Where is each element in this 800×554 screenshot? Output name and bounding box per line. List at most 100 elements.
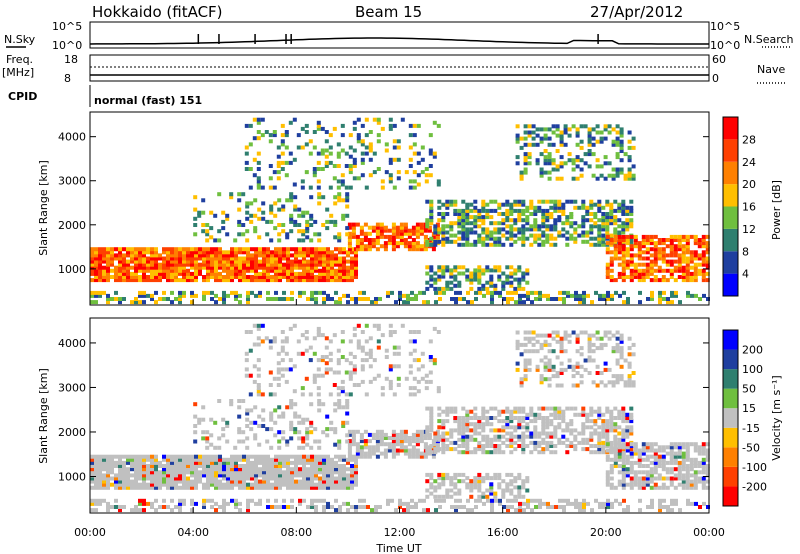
- velocity-cell-2341: [527, 349, 532, 354]
- velocity-cell-491: [282, 460, 286, 465]
- power-cell-2378: [551, 167, 556, 172]
- velocity-cell-1217: [485, 450, 490, 455]
- velocity-cell-249: [186, 464, 190, 468]
- velocity-cell-2363: [543, 364, 548, 369]
- velocity-cell-1670: [649, 454, 654, 459]
- power-cell-1019: [399, 238, 404, 242]
- velocity-cell-1983: [245, 424, 250, 428]
- velocity-cell-442: [262, 454, 266, 459]
- power-cell-1133: [449, 233, 454, 238]
- power-cell-97: [126, 253, 130, 258]
- velocity-cell-1030: [403, 432, 408, 437]
- power-cell-642: [342, 259, 346, 264]
- power-cell-2070: [333, 223, 338, 227]
- velocity-cell-1537: [625, 412, 630, 417]
- velocity-cell-1855: [449, 488, 454, 493]
- velocity-cell-403: [250, 485, 254, 490]
- power-cell-1716: [669, 259, 674, 264]
- velocity-cell-612: [330, 470, 334, 475]
- power-cell-2152: [296, 133, 301, 138]
- velocity-cell-1143: [453, 416, 458, 420]
- velocity-cell-40: [102, 457, 106, 462]
- power-cell-366: [234, 265, 238, 270]
- velocity-cell-209: [170, 457, 174, 462]
- power-cell-1254: [501, 221, 506, 226]
- power-cell-288: [202, 253, 206, 258]
- power-cell-2089: [345, 192, 350, 197]
- velocity-cell-1503: [613, 434, 618, 439]
- velocity-cell-664: [354, 482, 358, 487]
- velocity-cell-971: [367, 445, 372, 450]
- velocity-cell-2085: [345, 420, 350, 425]
- power-cell-197: [166, 253, 170, 258]
- velocity-cell-1615: [629, 464, 634, 468]
- power-cell-665: [354, 271, 358, 276]
- power-cell-2222: [352, 126, 357, 131]
- velocity-cell-1654: [645, 476, 650, 481]
- power-cell-124: [138, 262, 142, 267]
- power-cell-1311: [525, 215, 530, 220]
- velocity-cell-1777: [689, 467, 694, 472]
- velocity-cell-842: [494, 498, 498, 503]
- power-colorbar-swatch-5: [723, 161, 738, 185]
- velocity-cell-883: [574, 498, 578, 503]
- power-cell-850: [510, 290, 514, 295]
- power-cell-1663: [649, 278, 654, 283]
- velocity-cell-776: [326, 505, 330, 509]
- power-cell-1997: [261, 216, 266, 221]
- velocity-cell-594: [322, 457, 326, 462]
- velocity-cell-739: [234, 501, 238, 506]
- power-cell-1949: [201, 210, 206, 215]
- velocity-cell-353: [230, 482, 234, 487]
- velocity-cell-1300: [521, 434, 526, 439]
- velocity-cell-1698: [661, 467, 666, 472]
- power-cell-815: [422, 300, 426, 305]
- velocity-cell-1057: [419, 432, 424, 437]
- velocity-cell-2250: [376, 373, 381, 378]
- power-cell-2150: [292, 117, 297, 122]
- power-cell-273: [194, 247, 198, 252]
- velocity-cell-2031: [293, 414, 298, 419]
- power-cell-92: [126, 271, 130, 276]
- velocity-cell-824: [454, 508, 458, 513]
- power-cell-1243: [497, 239, 502, 244]
- velocity-cell-1573: [613, 445, 618, 450]
- power-cell-777: [326, 293, 330, 298]
- power-cell-986: [375, 222, 380, 227]
- power-cell-2046: [305, 226, 310, 231]
- velocity-cell-949: [355, 454, 360, 459]
- power-cell-1154: [457, 208, 462, 213]
- power-cell-886: [578, 293, 582, 298]
- velocity-cell-1844: [441, 494, 446, 499]
- power-cell-34: [102, 271, 106, 276]
- velocity-cell-1403: [569, 440, 574, 445]
- power-cell-1187: [473, 242, 478, 247]
- power-cell-1581: [617, 244, 622, 249]
- velocity-cell-1327: [533, 428, 538, 433]
- power-cell-2318: [515, 155, 520, 160]
- power-cell-2284: [408, 157, 413, 162]
- velocity-cell-1798: [697, 460, 702, 465]
- velocity-cell-1846: [441, 479, 446, 484]
- power-cell-1097: [429, 208, 434, 213]
- velocity-cell-2160: [304, 330, 309, 334]
- velocity-cell-2340: [527, 358, 532, 363]
- power-cell-2487: [619, 142, 624, 147]
- velocity-cell-180: [162, 482, 166, 487]
- velocity-cell-2139: [280, 330, 285, 334]
- velocity-cell-1131: [445, 406, 450, 411]
- power-cell-1455: [597, 236, 602, 241]
- velocity-cell-1058: [419, 429, 424, 434]
- power-cell-64: [114, 268, 118, 273]
- velocity-cell-443: [266, 485, 270, 490]
- power-cell-2032: [293, 204, 298, 209]
- velocity-cell-237: [182, 470, 186, 475]
- power-cell-1359: [545, 208, 550, 213]
- velocity-cell-2391: [559, 383, 564, 388]
- power-cell-2320: [515, 136, 520, 141]
- velocity-cell-1360: [545, 406, 550, 411]
- velocity-cell-1288: [517, 434, 522, 439]
- power-cell-1325: [533, 227, 538, 232]
- power-cell-302: [210, 275, 214, 279]
- velocity-cell-1632: [637, 479, 642, 484]
